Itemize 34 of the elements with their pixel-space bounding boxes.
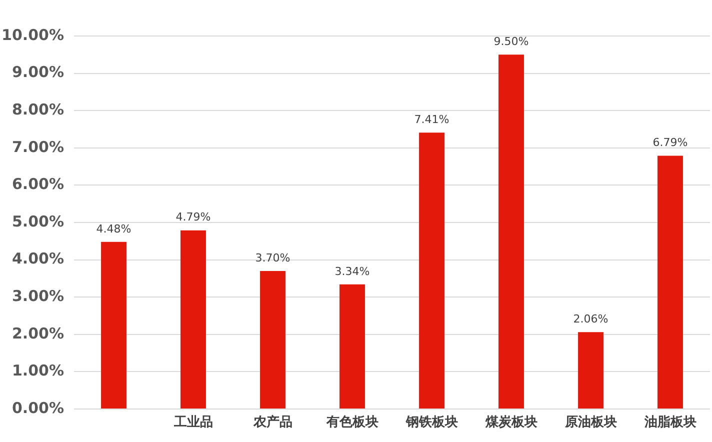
data-label: 9.50% (494, 35, 529, 48)
y-tick-label: 8.00% (12, 100, 64, 118)
bar (578, 332, 604, 408)
data-label: 7.41% (414, 112, 450, 126)
x-tick-label: 油脂板块 (643, 415, 696, 430)
data-label: 6.79% (652, 136, 688, 150)
x-tick-label: 煤炭板块 (484, 415, 538, 430)
data-label: 4.79% (176, 210, 211, 224)
y-tick-label: 2.00% (12, 324, 64, 342)
y-tick-label: 9.00% (12, 63, 64, 82)
x-tick-label: 农产品 (252, 414, 292, 430)
data-label: 3.34% (334, 264, 370, 278)
y-tick-label: 10.00% (2, 26, 64, 44)
y-tick-label: 0.00% (12, 398, 64, 417)
bar (101, 242, 126, 408)
y-tick-label: 4.00% (12, 250, 64, 268)
bar (260, 270, 286, 408)
bar (419, 132, 444, 408)
bar (658, 156, 683, 408)
y-tick-label: 6.00% (12, 175, 64, 194)
y-tick-label: 7.00% (12, 138, 64, 156)
bar (498, 54, 524, 408)
data-label: 4.48% (96, 222, 132, 236)
y-tick-label: 5.00% (12, 212, 64, 230)
x-tick-label: 工业品 (172, 415, 213, 430)
x-tick-label: 有色板块 (325, 415, 378, 430)
data-label: 3.70% (255, 251, 290, 264)
bar (180, 230, 206, 408)
x-tick-label: 钢铁板块 (404, 415, 458, 430)
y-tick-label: 1.00% (12, 362, 64, 380)
y-tick-label: 3.00% (12, 286, 64, 305)
bar (340, 284, 365, 408)
data-label: 2.06% (573, 312, 608, 326)
x-tick-label: 原油板块 (564, 415, 617, 430)
